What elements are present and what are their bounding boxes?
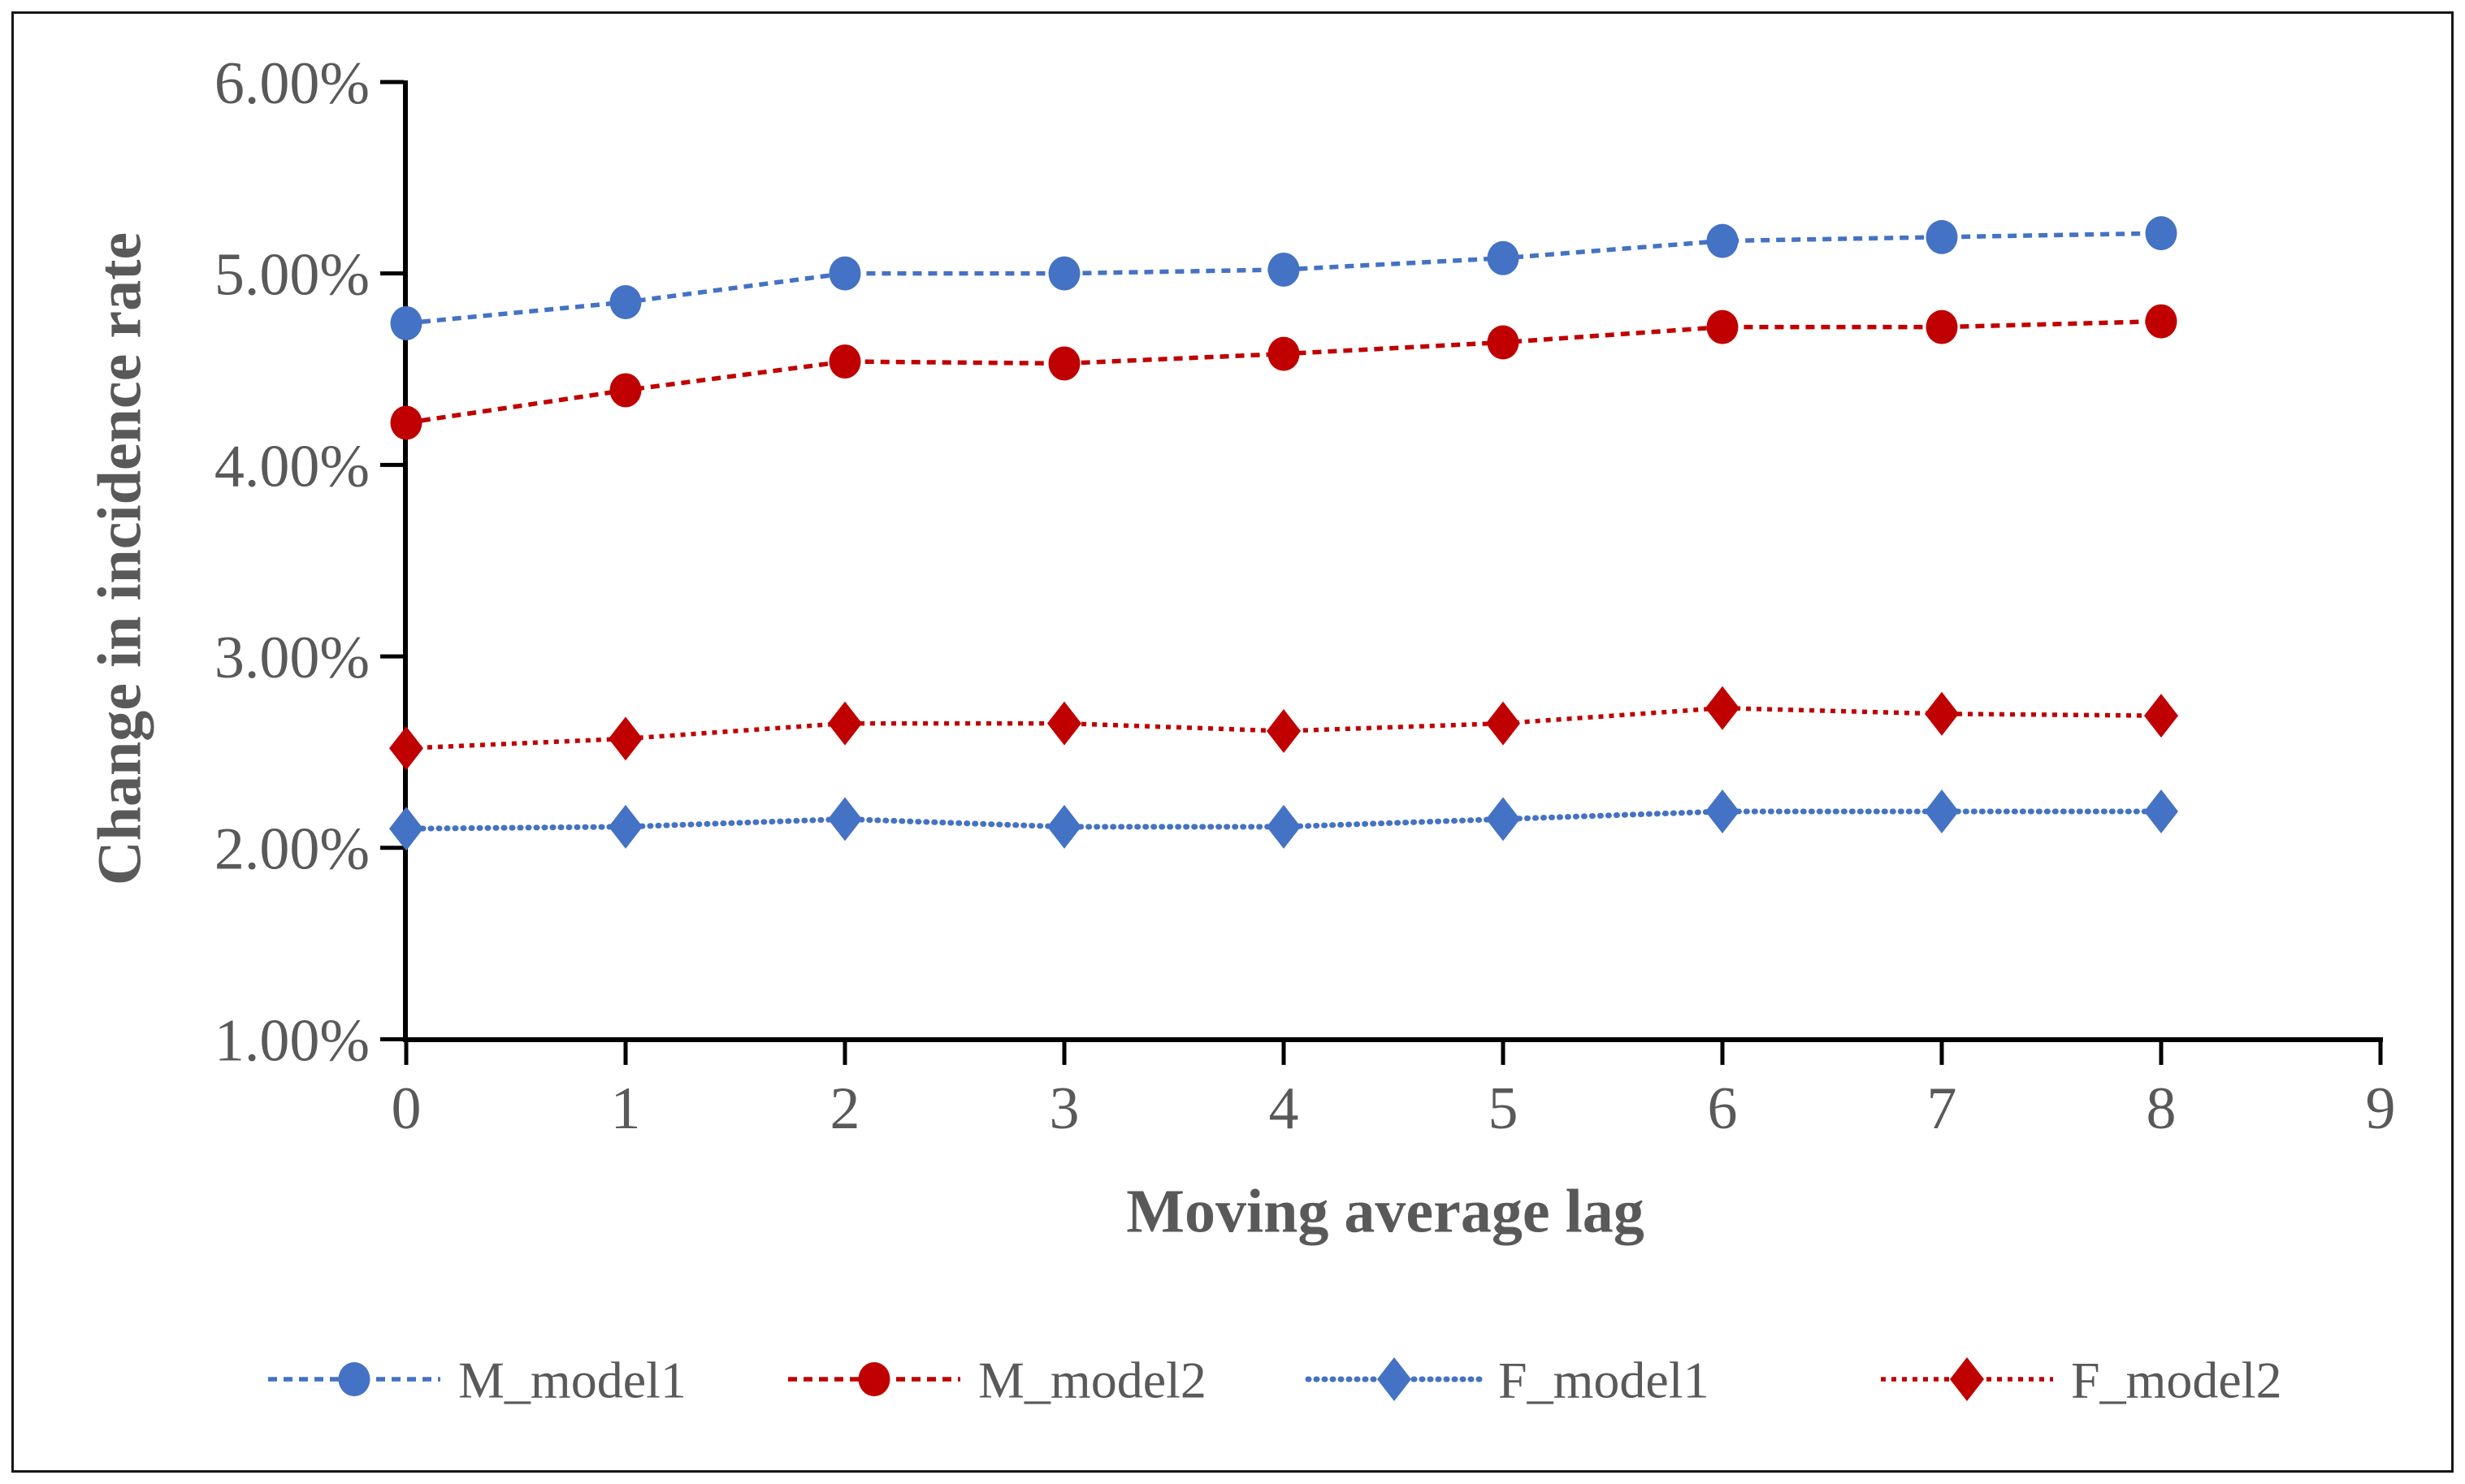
legend-item-F_model2: F_model2 [1881, 1351, 2282, 1408]
legend-label-F_model1: F_model1 [1498, 1351, 1709, 1408]
data-point-F_model1 [1925, 790, 1959, 834]
data-point-M_model2 [1706, 309, 1739, 344]
data-point-M_model1 [390, 305, 422, 340]
series-markers-F_model1 [389, 790, 2178, 851]
y-tick-label: 2.00% [214, 816, 370, 883]
legend-marker-M_model1 [338, 1362, 370, 1396]
y-axis-title: Change in incidence rate [85, 231, 154, 886]
data-point-F_model2 [1267, 709, 1301, 754]
legend-marker-F_model1 [1377, 1357, 1411, 1401]
legend-marker-M_model2 [858, 1362, 890, 1396]
data-point-M_model2 [2145, 304, 2177, 339]
x-tick-label: 4 [1269, 1075, 1299, 1142]
x-tick-label: 3 [1050, 1075, 1080, 1142]
data-point-F_model2 [389, 726, 423, 771]
data-point-M_model1 [1926, 219, 1958, 254]
x-tick-label: 0 [392, 1075, 422, 1142]
data-point-F_model1 [2144, 790, 2178, 834]
data-point-F_model2 [2144, 694, 2178, 738]
x-tick-label: 1 [611, 1075, 641, 1142]
data-point-M_model1 [609, 285, 642, 320]
y-tick-label: 5.00% [214, 242, 370, 309]
data-point-M_model2 [829, 344, 861, 379]
x-tick-label: 9 [2366, 1075, 2396, 1142]
data-point-F_model2 [1705, 686, 1739, 730]
legend-label-F_model2: F_model2 [2071, 1351, 2282, 1408]
y-tick-label: 1.00% [214, 1007, 370, 1074]
data-point-M_model2 [1267, 336, 1300, 371]
legend-marker-F_model2 [1950, 1357, 1984, 1401]
data-point-M_model1 [1267, 252, 1300, 287]
series-markers-F_model2 [389, 686, 2178, 771]
data-point-F_model2 [1047, 701, 1081, 746]
data-point-M_model1 [2145, 216, 2177, 251]
data-point-F_model1 [828, 797, 862, 842]
x-tick-label: 5 [1488, 1075, 1518, 1142]
y-tick-label: 6.00% [214, 50, 370, 117]
series-line-M_model2 [405, 318, 2162, 426]
data-point-F_model1 [1705, 790, 1739, 834]
data-point-M_model1 [1706, 223, 1739, 258]
data-point-M_model1 [1487, 240, 1519, 275]
data-point-M_model2 [1487, 325, 1519, 360]
legend-item-F_model1: F_model1 [1305, 1351, 1709, 1408]
series-markers-M_model1 [390, 216, 2177, 340]
data-point-M_model2 [390, 405, 422, 440]
data-point-F_model1 [609, 804, 643, 849]
data-point-M_model2 [1048, 346, 1081, 381]
data-point-F_model2 [1486, 701, 1520, 746]
data-point-F_model1 [1267, 804, 1301, 849]
legend-label-M_model2: M_model2 [978, 1351, 1207, 1408]
data-point-F_model2 [1925, 691, 1959, 736]
x-axis-title: Moving average lag [1126, 1177, 1644, 1246]
x-tick-label: 6 [1708, 1075, 1738, 1142]
data-point-M_model1 [829, 256, 861, 291]
series-markers-M_model2 [390, 304, 2177, 440]
data-point-F_model2 [609, 716, 643, 761]
legend-item-M_model2: M_model2 [788, 1351, 1207, 1408]
data-point-F_model1 [389, 807, 423, 851]
legend-item-M_model1: M_model1 [268, 1351, 687, 1408]
data-point-F_model2 [828, 701, 862, 746]
x-tick-label: 2 [830, 1075, 860, 1142]
x-tick-label: 8 [2147, 1075, 2177, 1142]
y-tick-label: 4.00% [214, 433, 370, 500]
data-point-M_model1 [1048, 256, 1081, 291]
legend-label-M_model1: M_model1 [458, 1351, 687, 1408]
data-point-M_model2 [1926, 309, 1958, 344]
x-tick-label: 7 [1927, 1075, 1957, 1142]
data-point-F_model1 [1047, 804, 1081, 849]
data-point-F_model1 [1486, 797, 1520, 842]
data-point-M_model2 [609, 373, 642, 408]
y-tick-label: 3.00% [214, 625, 370, 691]
